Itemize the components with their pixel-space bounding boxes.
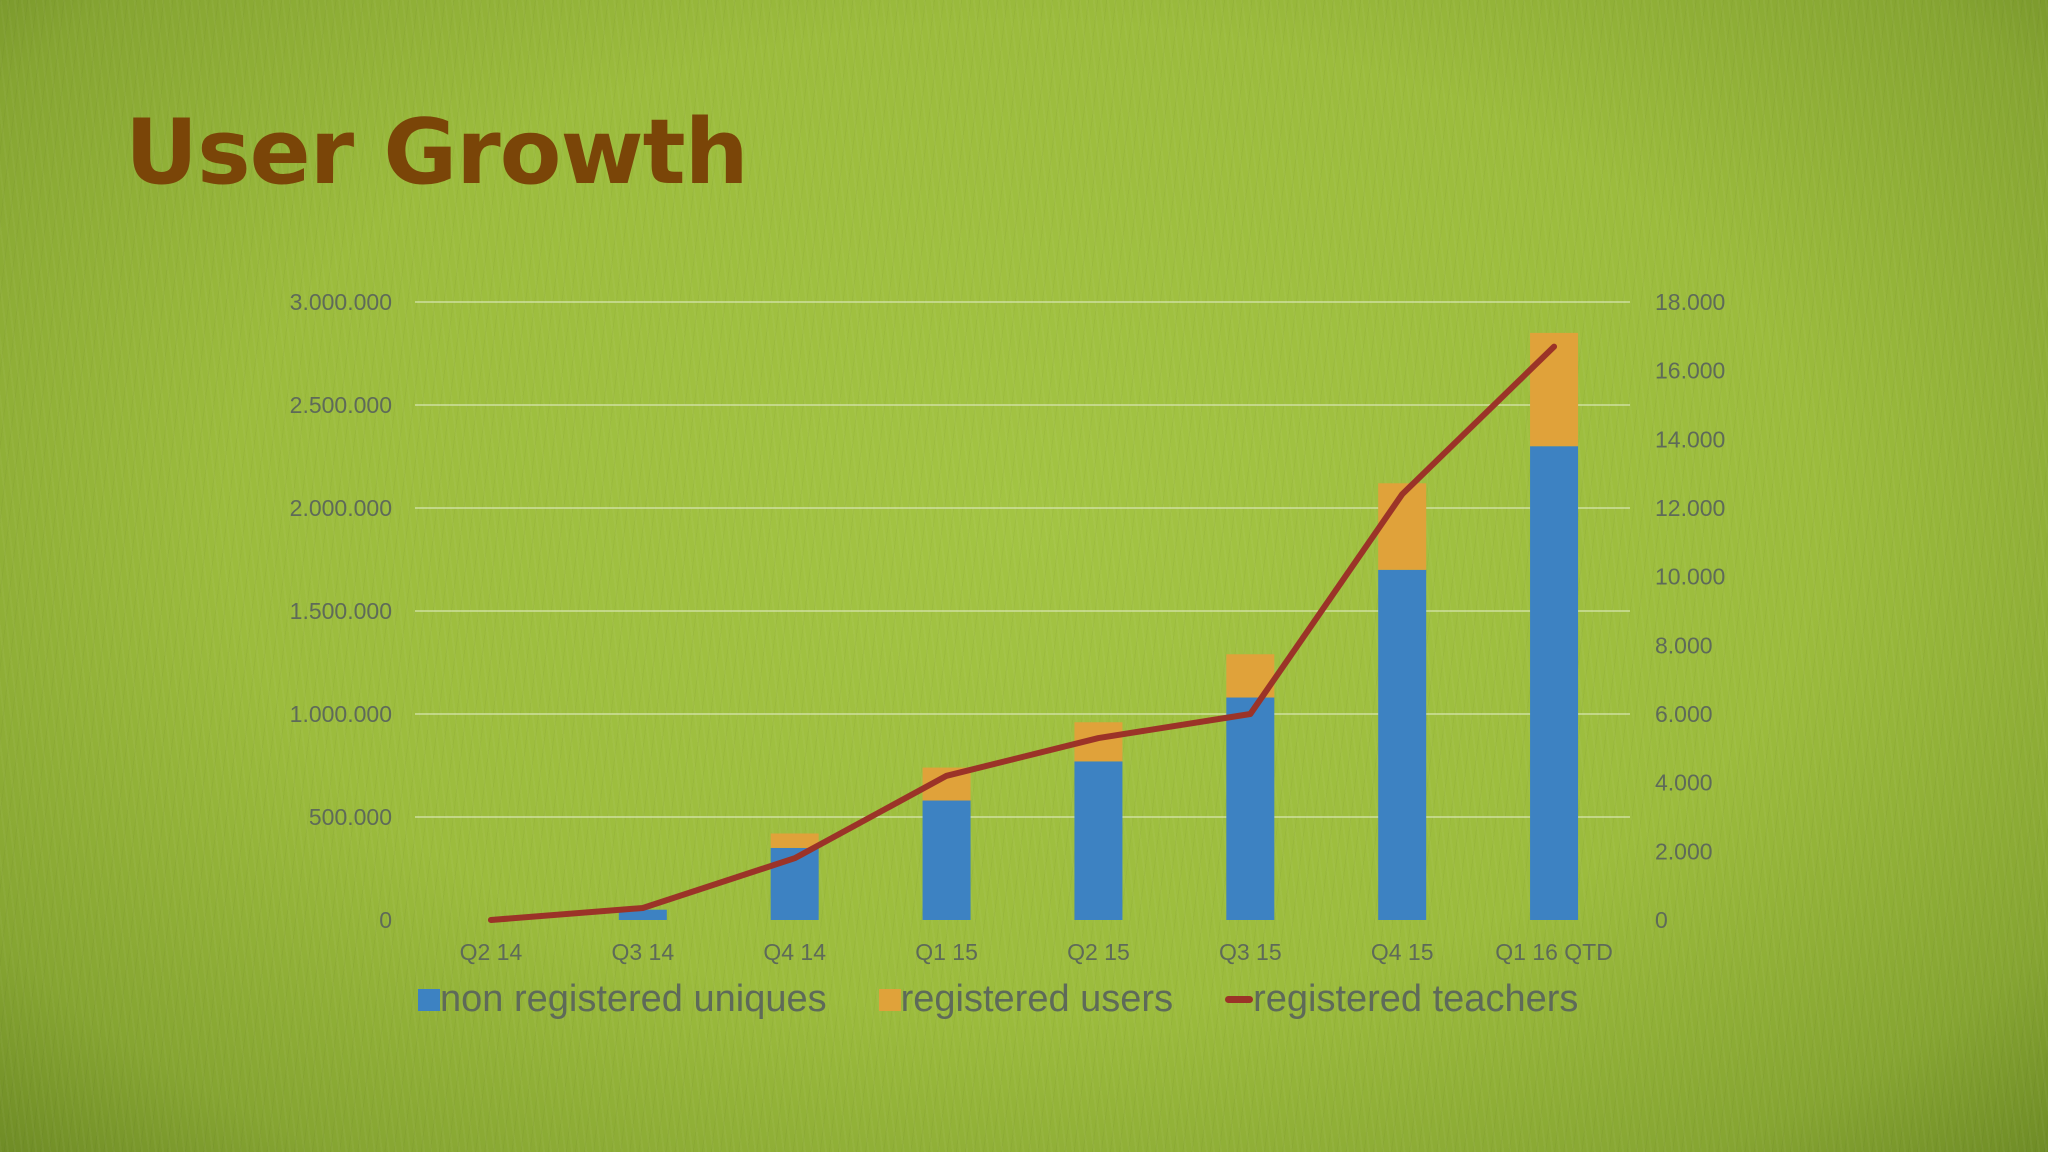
legend-swatch-blue [418, 988, 440, 1011]
bar-registered-users-7 [1530, 332, 1579, 447]
x-tick-label-1: Q3 14 [611, 939, 674, 965]
left-tick-label-0: 0 [379, 907, 392, 933]
x-tick-label-7: Q1 16 QTD [1495, 939, 1613, 965]
bar-non-registered-uniques-7 [1530, 446, 1579, 920]
right-axis-tick-labels: 0 2.000 4.000 6.000 8.000 10.000 12.000 14.000 1… [1655, 289, 1725, 933]
right-tick-label-7: 14.000 [1655, 426, 1725, 452]
x-axis-tick-labels: Q2 14 Q3 14 Q4 14 Q1 15 Q2 15 Q3 15 Q4 15 Q1 16… [460, 939, 1613, 965]
left-axis-tick-labels: 0 500.000 1.000.000 1.500.000 2.000.000 2.500… [290, 289, 392, 933]
right-tick-label-1: 2.000 [1655, 838, 1713, 864]
x-tick-label-4: Q2 15 [1067, 939, 1130, 965]
left-tick-label-6: 3.000.000 [290, 289, 392, 315]
bar-non-registered-uniques-3 [922, 800, 971, 920]
line-registered-teachers [487, 343, 1558, 923]
slide-title: User Growth [125, 100, 749, 205]
bar-non-registered-uniques-6 [1378, 569, 1427, 920]
legend-item-registered-users: registered users [878, 978, 1174, 1021]
left-tick-label-3: 1.500.000 [290, 598, 392, 624]
right-tick-label-2: 4.000 [1655, 770, 1713, 796]
legend-label-registered-teachers: registered teachers [1253, 978, 1579, 1020]
x-tick-label-2: Q4 14 [763, 939, 826, 965]
x-tick-label-6: Q4 15 [1371, 939, 1434, 965]
right-tick-label-5: 10.000 [1655, 564, 1725, 590]
bar-non-registered-uniques-5 [1226, 697, 1275, 920]
legend-item-non-registered-uniques: non registered uniques [418, 978, 827, 1021]
x-tick-label-0: Q2 14 [460, 939, 523, 965]
right-tick-label-3: 6.000 [1655, 701, 1713, 727]
right-tick-label-9: 18.000 [1655, 289, 1725, 315]
right-tick-label-0: 0 [1655, 907, 1668, 933]
left-tick-label-5: 2.500.000 [290, 392, 392, 418]
right-tick-label-8: 16.000 [1655, 358, 1725, 384]
legend-swatch-orange [878, 988, 901, 1011]
right-tick-label-6: 12.000 [1655, 495, 1725, 521]
right-tick-label-4: 8.000 [1655, 632, 1713, 658]
legend-label-non-registered-uniques: non registered uniques [440, 978, 827, 1020]
chart-bars [618, 332, 1579, 920]
left-tick-label-1: 500.000 [309, 804, 392, 830]
x-tick-label-3: Q1 15 [915, 939, 978, 965]
left-tick-label-2: 1.000.000 [290, 701, 392, 727]
chart-legend: non registered uniques registered users … [418, 978, 1578, 1021]
left-tick-label-4: 2.000.000 [290, 495, 392, 521]
legend-swatch-red-line [1225, 996, 1254, 1003]
bar-non-registered-uniques-1 [618, 909, 667, 920]
chart-line [487, 343, 1558, 923]
x-tick-label-5: Q3 15 [1219, 939, 1282, 965]
legend-label-registered-users: registered users [900, 978, 1174, 1020]
legend-item-registered-teachers: registered teachers [1225, 978, 1578, 1021]
bar-registered-users-2 [770, 833, 819, 848]
bar-non-registered-uniques-4 [1074, 761, 1123, 920]
chart-gridlines [415, 301, 1630, 818]
